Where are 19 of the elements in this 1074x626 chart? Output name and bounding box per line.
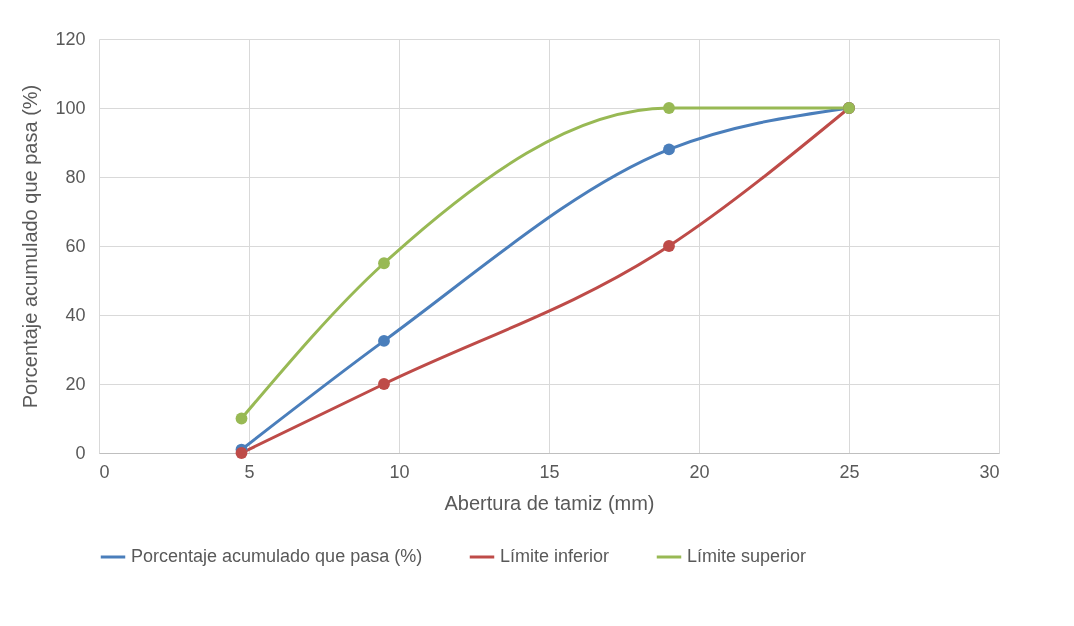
legend-label: Límite superior	[687, 546, 807, 566]
x-tick-label: 15	[539, 461, 560, 482]
x-tick-label: 10	[389, 461, 410, 482]
legend-label: Porcentaje acumulado que pasa (%)	[131, 546, 423, 566]
x-axis-title: Abertura de tamiz (mm)	[444, 491, 655, 514]
x-tick-label: 0	[99, 461, 110, 482]
y-tick-label: 100	[55, 97, 86, 118]
y-axis-title: Porcentaje acumulado que pasa (%)	[19, 84, 42, 409]
x-tick-label: 20	[689, 461, 710, 482]
y-tick-label: 0	[75, 442, 86, 463]
y-tick-label: 40	[65, 304, 86, 325]
y-tick-label: 60	[65, 235, 86, 256]
x-tick-label: 5	[244, 461, 255, 482]
legend-label: Límite inferior	[500, 546, 610, 566]
y-tick-label: 20	[65, 373, 86, 394]
y-tick-label: 80	[65, 166, 86, 187]
x-tick-label: 30	[979, 461, 1000, 482]
y-tick-label: 120	[55, 28, 86, 49]
x-tick-label: 25	[839, 461, 860, 482]
